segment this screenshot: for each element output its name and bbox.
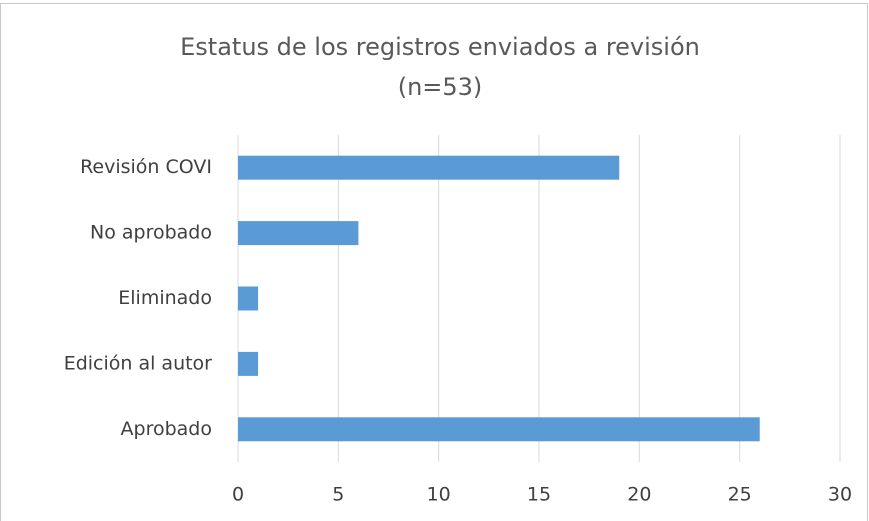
chart-border <box>0 3 868 521</box>
y-tick-label: Revisión COVI <box>80 156 212 178</box>
bar <box>238 286 259 311</box>
x-tick-label: 25 <box>728 484 752 506</box>
x-tick-label: 30 <box>828 484 852 506</box>
y-tick-label: No aprobado <box>90 222 212 244</box>
y-tick-label: Eliminado <box>118 287 212 309</box>
x-tick-label: 0 <box>232 484 244 506</box>
x-tick-label: 15 <box>527 484 551 506</box>
y-tick-label: Aprobado <box>121 418 212 440</box>
bar <box>238 417 760 442</box>
bar <box>238 155 620 180</box>
chart-subtitle: (n=53) <box>398 73 483 101</box>
x-tick-label: 10 <box>427 484 451 506</box>
y-tick-label: Edición al autor <box>64 352 212 374</box>
x-tick-label: 5 <box>332 484 344 506</box>
x-tick-label: 20 <box>627 484 651 506</box>
chart-title: Estatus de los registros enviados a revi… <box>180 33 700 61</box>
bar <box>238 221 359 246</box>
bar <box>238 351 259 376</box>
